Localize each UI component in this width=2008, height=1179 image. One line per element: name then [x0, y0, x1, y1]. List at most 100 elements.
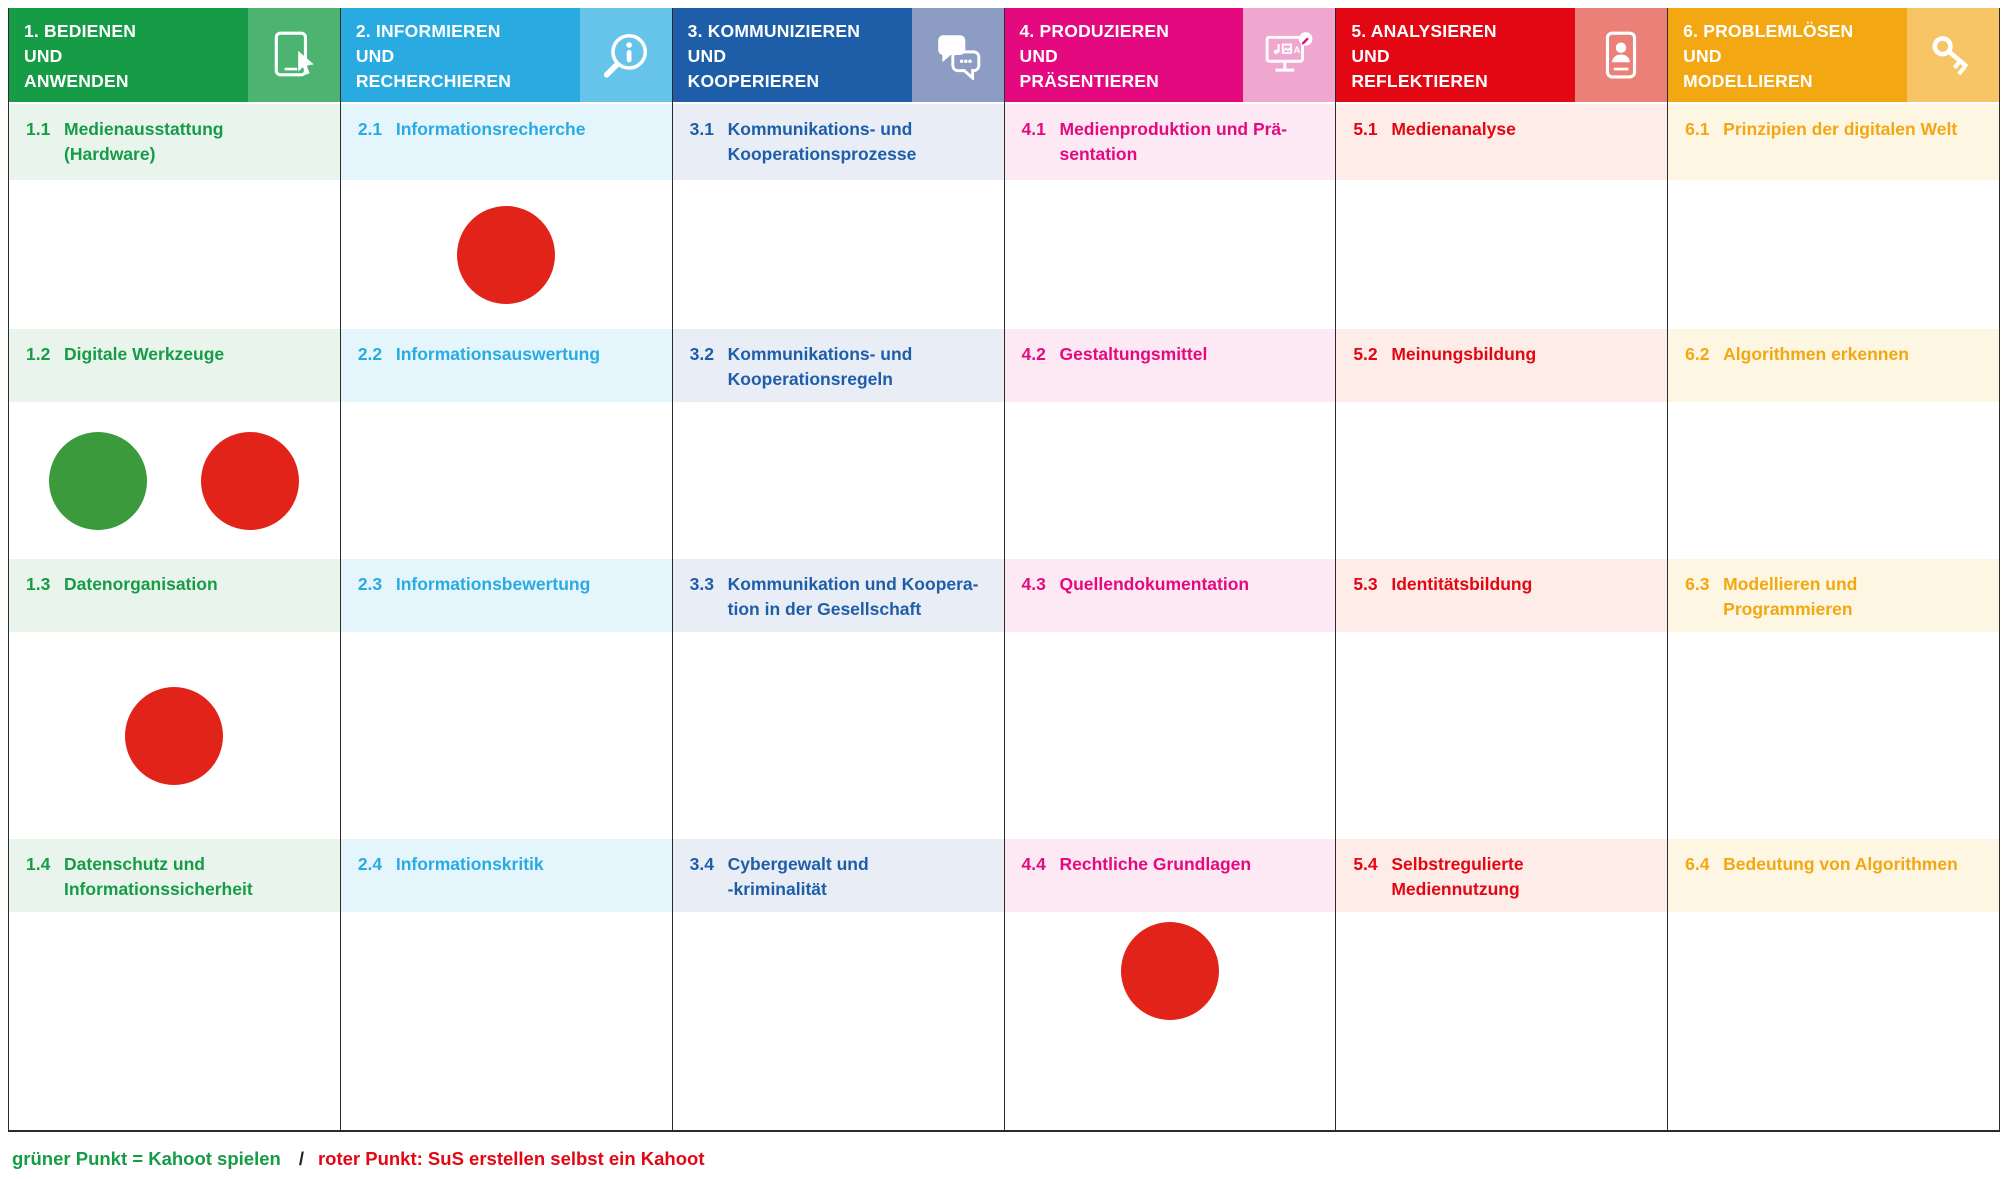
- competence-number: 4.4: [1021, 854, 1046, 874]
- legend: grüner Punkt = Kahoot spielen / roter Pu…: [12, 1148, 2000, 1170]
- competence-cell-3.1: 3.1 Kommunikations- und Kooperationsproze…: [672, 102, 1004, 182]
- competence-label: Medienanalyse: [1391, 119, 1516, 139]
- activity-area-1.1: [9, 182, 340, 327]
- competence-number: 6.4: [1685, 854, 1710, 874]
- competence-cell-4.1: 4.1 Medienproduktion und Prä- sentation: [1004, 102, 1336, 182]
- matrix-column-6: 6. PROBLEMLÖSEN UND MODELLIEREN 6.1 Prinzi…: [1668, 8, 2000, 1130]
- competence-number: 5.1: [1353, 119, 1378, 139]
- competence-label: Datenschutz und Informationssicherheit: [64, 854, 253, 899]
- competence-label: Modellieren und Programmieren: [1723, 574, 1858, 619]
- matrix-column-2: 2. INFORMIEREN UND RECHERCHIEREN 2.1 Infor…: [340, 8, 673, 1130]
- competence-number: 2.3: [357, 574, 383, 594]
- matrix-column-3: 3. KOMMUNIZIEREN UND KOOPERIEREN 3.1 Kommu…: [672, 8, 1005, 1130]
- activity-area-4.2: [1005, 404, 1336, 557]
- activity-area-3.1: [673, 182, 1004, 327]
- column-header-title: 1. BEDIENEN UND ANWENDEN: [24, 21, 137, 91]
- competence-cell-4.4: 4.4 Rechtliche Grundlagen: [1004, 837, 1336, 914]
- legend-red-label: roter Punkt: SuS erstellen selbst ein Ka…: [317, 1148, 705, 1169]
- legend-green-label: grüner Punkt = Kahoot spielen: [12, 1148, 281, 1169]
- competence-cell-6.1: 6.1 Prinzipien der digitalen Welt: [1668, 102, 1999, 182]
- media-monitor-icon: A: [1243, 8, 1336, 102]
- activity-area-6.2: [1668, 404, 1999, 557]
- activity-area-6.3: [1668, 634, 1999, 837]
- competence-cell-2.1: 2.1 Informationsrecherche: [340, 102, 672, 182]
- competence-cell-1.2: 1.2 Digitale Werkzeuge: [9, 327, 340, 404]
- tablet-icon: [247, 8, 340, 102]
- column-header-title: 3. KOMMUNIZIEREN UND KOOPERIEREN: [687, 21, 861, 91]
- activity-area-4.4: [1005, 914, 1336, 1130]
- competence-cell-2.4: 2.4 Informationskritik: [340, 837, 672, 914]
- competence-cell-6.4: 6.4 Bedeutung von Algorithmen: [1668, 837, 1999, 914]
- activity-area-1.2: [9, 404, 340, 557]
- column-header-title: 2. INFORMIEREN UND RECHERCHIEREN: [355, 21, 512, 91]
- competence-label: Digitale Werkzeuge: [64, 344, 225, 364]
- competence-label: Identitätsbildung: [1391, 574, 1533, 594]
- competence-cell-1.4: 1.4 Datenschutz und Informationssicherhei…: [9, 837, 340, 914]
- kahoot-dot-green: [49, 431, 148, 530]
- competence-number: 4.2: [1021, 344, 1046, 364]
- competence-label: Medienausstattung (Hardware): [64, 119, 224, 164]
- kahoot-dot-red: [201, 431, 300, 530]
- competence-number: 5.2: [1353, 344, 1378, 364]
- svg-text:A: A: [1294, 45, 1301, 55]
- competence-number: 1.3: [26, 574, 51, 594]
- competence-cell-3.4: 3.4 Cybergewalt und -kriminalität: [672, 837, 1004, 914]
- column-header: 2. INFORMIEREN UND RECHERCHIEREN: [340, 8, 672, 102]
- competence-label: Algorithmen erkennen: [1723, 344, 1909, 364]
- competence-cell-6.3: 6.3 Modellieren und Programmieren: [1668, 557, 1999, 634]
- activity-area-4.1: [1005, 182, 1336, 327]
- activity-area-6.4: [1668, 914, 1999, 1130]
- column-header-title: 6. PROBLEMLÖSEN UND MODELLIEREN: [1683, 21, 1854, 91]
- competence-number: 3.3: [689, 574, 714, 594]
- key-icon: [1907, 8, 1999, 102]
- column-header-title: 4. PRODUZIEREN UND PRÄSENTIEREN: [1019, 21, 1170, 91]
- competence-number: 3.4: [689, 854, 714, 874]
- competence-label: Informationsauswertung: [395, 344, 601, 364]
- kahoot-dot-red: [1120, 922, 1219, 1020]
- id-card-icon: [1575, 8, 1668, 102]
- competence-cell-5.2: 5.2 Meinungsbildung: [1336, 327, 1668, 404]
- competence-label: Kommunikations- und Kooperationsprozesse: [727, 119, 917, 164]
- activity-area-3.2: [673, 404, 1004, 557]
- activity-area-2.3: [341, 634, 672, 837]
- column-header: 6. PROBLEMLÖSEN UND MODELLIEREN: [1668, 8, 1999, 102]
- matrix-column-1: 1. BEDIENEN UND ANWENDEN 1.1 Medienausstat…: [9, 8, 341, 1130]
- competence-number: 1.2: [26, 344, 51, 364]
- competence-number: 1.1: [26, 119, 51, 139]
- activity-area-2.1: [341, 182, 672, 327]
- competence-number: 1.4: [26, 854, 51, 874]
- competence-number: 6.2: [1685, 344, 1710, 364]
- competence-cell-2.2: 2.2 Informationsauswertung: [340, 327, 672, 404]
- info-search-icon: [579, 8, 672, 102]
- competence-label: Bedeutung von Algorithmen: [1723, 854, 1958, 874]
- speech-bubbles-icon: [911, 8, 1004, 102]
- competence-cell-3.2: 3.2 Kommunikations- und Kooperationsregel…: [672, 327, 1004, 404]
- matrix-column-5: 5. ANALYSIEREN UND REFLEKTIEREN 5.1 Medien…: [1336, 8, 1669, 1130]
- competence-matrix-table: 1. BEDIENEN UND ANWENDEN 1.1 Medienausstat…: [8, 8, 2000, 1132]
- competence-number: 5.4: [1353, 854, 1378, 874]
- kahoot-dot-red: [125, 686, 224, 785]
- activity-area-3.4: [673, 914, 1004, 1130]
- competence-cell-5.4: 5.4 Selbstregulierte Mediennutzung: [1336, 837, 1668, 914]
- activity-area-5.3: [1336, 634, 1667, 837]
- competence-number: 6.1: [1685, 119, 1710, 139]
- competence-cell-3.3: 3.3 Kommunikation und Koopera- tion in de…: [672, 557, 1004, 634]
- competence-label: Quellendokumentation: [1059, 574, 1250, 594]
- competence-label: Meinungsbildung: [1391, 344, 1537, 364]
- competence-cell-1.3: 1.3 Datenorganisation: [9, 557, 340, 634]
- competence-label: Datenorganisation: [64, 574, 218, 594]
- activity-area-5.2: [1336, 404, 1667, 557]
- matrix-column-4: 4. PRODUZIEREN UND PRÄSENTIEREN A 4.1 Medie…: [1004, 8, 1337, 1130]
- legend-separator: /: [298, 1148, 304, 1169]
- kahoot-dot-red: [457, 205, 556, 304]
- competence-label: Kommunikation und Koopera- tion in der G…: [727, 574, 979, 619]
- column-header: 1. BEDIENEN UND ANWENDEN: [9, 8, 340, 102]
- competence-number: 2.1: [357, 119, 383, 139]
- competence-number: 2.4: [357, 854, 383, 874]
- competence-number: 4.3: [1021, 574, 1046, 594]
- competence-number: 6.3: [1685, 574, 1710, 594]
- activity-area-5.1: [1336, 182, 1667, 327]
- competence-cell-5.3: 5.3 Identitätsbildung: [1336, 557, 1668, 634]
- competence-label: Cybergewalt und -kriminalität: [727, 854, 869, 899]
